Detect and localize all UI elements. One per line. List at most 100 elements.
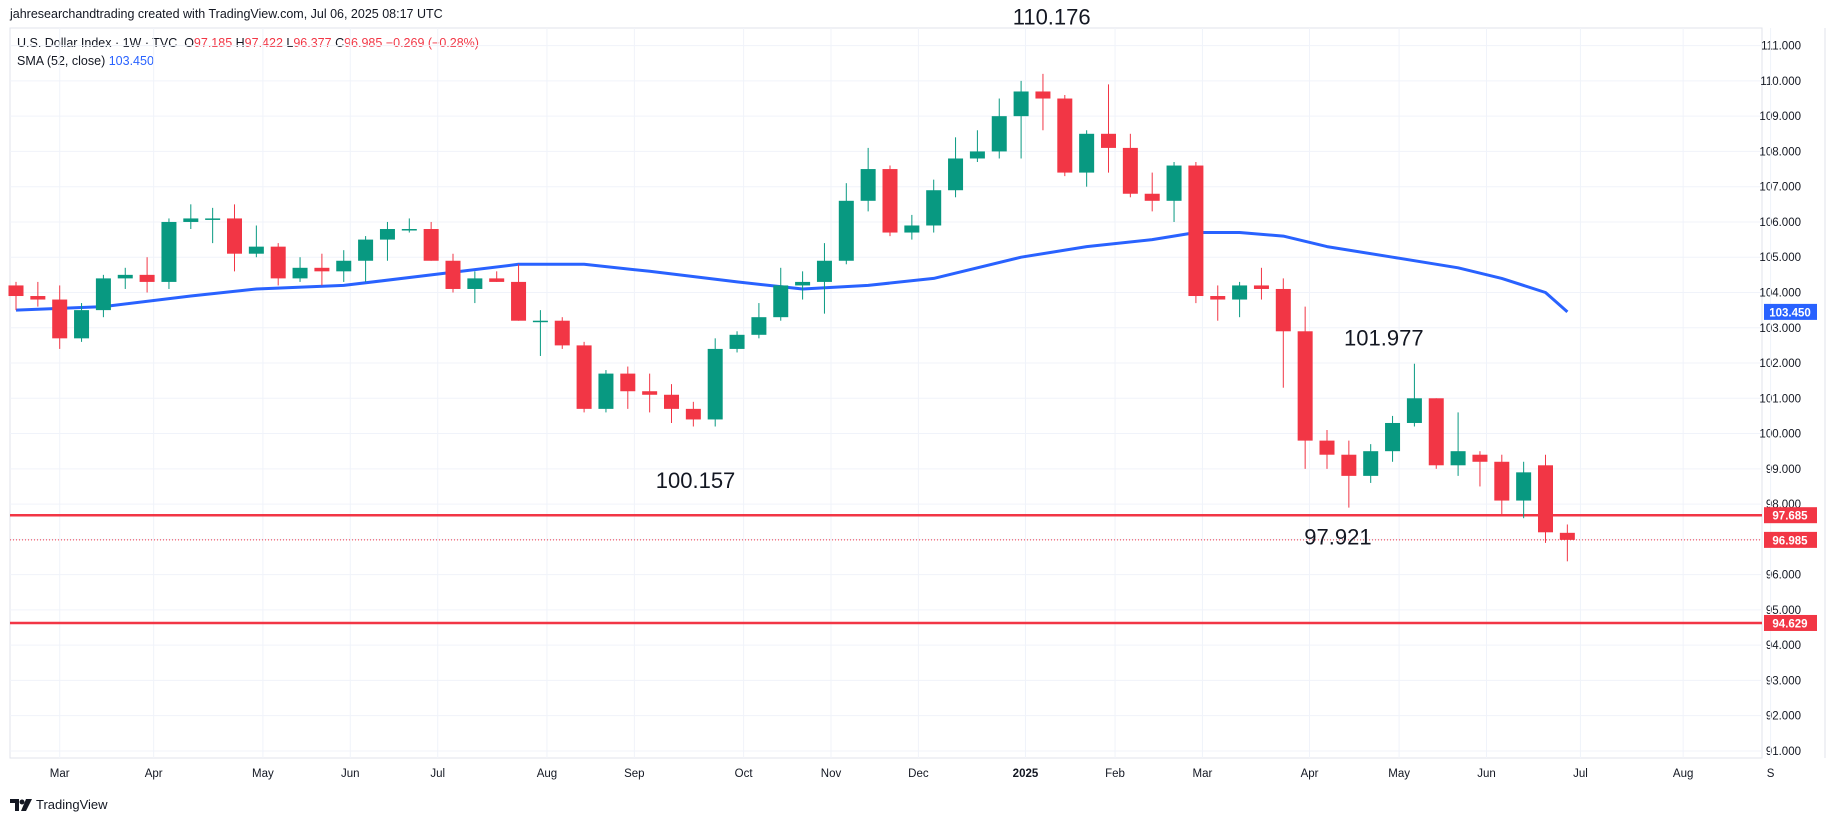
candle xyxy=(270,243,286,286)
symbol-label[interactable]: U.S. Dollar Index · 1W · TVC xyxy=(17,36,178,50)
level-price-badge-bg xyxy=(1764,614,1817,631)
candle xyxy=(1253,267,1269,300)
candle xyxy=(30,281,46,307)
candle xyxy=(1297,306,1313,469)
x-tick-label: May xyxy=(1388,768,1410,780)
x-tick-label: Jul xyxy=(1573,768,1588,780)
x-tick-label: Apr xyxy=(1301,768,1319,780)
candle xyxy=(838,183,854,265)
candle-body xyxy=(1450,451,1466,466)
candle xyxy=(248,225,264,258)
candle xyxy=(1406,363,1422,427)
candle xyxy=(532,310,548,356)
candle-body xyxy=(8,285,24,297)
candle-body xyxy=(751,317,767,335)
candle-body xyxy=(773,285,789,318)
y-tick-label: 111.000 xyxy=(1761,41,1801,53)
candle xyxy=(1188,162,1204,304)
candle-body xyxy=(598,373,614,409)
candle xyxy=(664,384,679,423)
candle-body xyxy=(685,408,701,420)
candle xyxy=(1232,281,1248,318)
candle-body xyxy=(183,218,199,222)
candle xyxy=(685,401,701,427)
candle-body xyxy=(795,281,811,286)
level-price-badge: 97.685 xyxy=(1772,511,1808,523)
candle-body xyxy=(467,278,483,289)
candle xyxy=(358,236,374,282)
x-tick-label: Aug xyxy=(1673,768,1693,780)
candle xyxy=(991,98,1007,159)
chart-legend: U.S. Dollar Index · 1W · TVC O97.185 H97… xyxy=(17,34,479,70)
y-tick-label: 91.000 xyxy=(1766,746,1801,758)
candle-body xyxy=(1538,465,1553,533)
candle-body xyxy=(729,334,745,349)
candle xyxy=(1210,285,1226,321)
candle-body xyxy=(969,151,985,159)
candle-body xyxy=(838,200,854,261)
x-tick-label: Sep xyxy=(624,768,644,780)
candle xyxy=(1101,84,1116,173)
y-tick-label: 101.000 xyxy=(1759,393,1801,405)
sma-label[interactable]: SMA (52, close) xyxy=(17,54,106,68)
x-tick-label: Dec xyxy=(908,768,929,780)
high-label: H xyxy=(235,36,245,50)
candle xyxy=(292,257,308,282)
candle xyxy=(1516,461,1532,519)
candle-body xyxy=(52,299,68,339)
y-tick-label: 96.000 xyxy=(1766,570,1801,582)
candle xyxy=(183,204,199,230)
x-tick-label: 2025 xyxy=(1013,768,1039,780)
candle xyxy=(773,267,789,321)
candle xyxy=(1341,440,1357,508)
y-tick-label: 103.000 xyxy=(1759,323,1801,335)
x-tick-label: Oct xyxy=(735,768,754,780)
level-price-badge: 94.629 xyxy=(1772,618,1807,630)
candle-body xyxy=(882,169,898,233)
candle xyxy=(1013,80,1029,159)
candle xyxy=(1035,73,1051,131)
candle-body xyxy=(1057,98,1073,173)
tradingview-logo[interactable]: TradingView xyxy=(10,797,108,812)
candle xyxy=(489,271,505,282)
open-value: 97.185 xyxy=(193,36,233,50)
candle xyxy=(620,366,636,409)
level-price-badge-bg xyxy=(1764,507,1817,524)
candle-body xyxy=(1253,285,1269,289)
candle-body xyxy=(620,373,636,392)
candle xyxy=(1559,524,1575,562)
candle-body xyxy=(1406,398,1422,423)
low-value: 96.377 xyxy=(293,36,332,50)
candle xyxy=(401,218,417,233)
candle-body xyxy=(1341,454,1357,476)
y-tick-label: 102.000 xyxy=(1759,358,1801,370)
candle-body xyxy=(1232,285,1248,300)
last-price-badge-bg xyxy=(1764,531,1817,548)
candle xyxy=(1275,278,1291,388)
x-tick-label: Aug xyxy=(537,768,557,780)
price-annotation: 110.176 xyxy=(1013,4,1091,29)
candle-body xyxy=(74,310,90,339)
candle-body xyxy=(948,158,964,191)
price-annotation: 100.157 xyxy=(656,468,736,493)
candle xyxy=(1494,454,1510,515)
candle-body xyxy=(816,260,832,282)
high-value: 97.422 xyxy=(244,36,283,50)
candle xyxy=(227,204,242,272)
candle-body xyxy=(860,169,876,201)
y-tick-label: 105.000 xyxy=(1759,252,1801,264)
y-tick-label: 104.000 xyxy=(1759,287,1801,299)
candle xyxy=(467,271,483,304)
candle xyxy=(117,267,133,289)
candle xyxy=(161,218,177,289)
candle xyxy=(969,130,985,163)
x-tick-label: Jun xyxy=(341,768,360,780)
candle xyxy=(948,137,964,198)
candle-body xyxy=(664,394,679,409)
candle xyxy=(729,331,745,353)
candle xyxy=(205,207,221,244)
low-label: L xyxy=(286,36,294,50)
candle xyxy=(751,303,767,339)
sma-price-badge: 103.450 xyxy=(1769,307,1811,319)
